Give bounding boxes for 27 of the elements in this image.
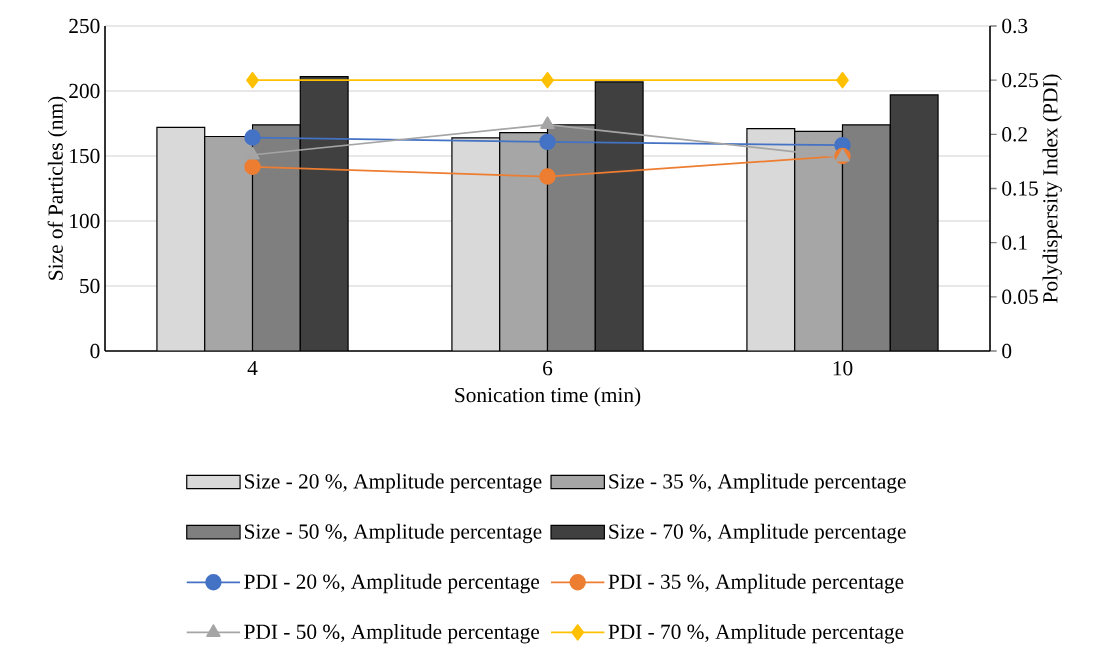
x-tick-label: 6 [543, 361, 553, 376]
legend-label: PDI - 50 %, Amplitude percentage [244, 623, 540, 644]
y2-tick-label: 0 [1002, 343, 1012, 359]
legend-label: Size - 70 %, Amplitude percentage [609, 523, 906, 544]
y-tick-label: 100 [70, 213, 100, 229]
y2-tick-label: 0.2 [1002, 127, 1027, 142]
y-tick-label: 250 [69, 18, 100, 34]
y2-tick-label: 0.05 [1002, 289, 1038, 305]
legend-label: Size - 20 %, Amplitude percentage [245, 473, 542, 493]
y-tick-label: 50 [80, 278, 100, 294]
legend-label: PDI - 70 %, Amplitude percentage [608, 623, 904, 644]
x-axis-title: Sonication time (min) [455, 387, 641, 407]
y-tick-label: 200 [69, 83, 100, 99]
y-axis-title: Size of Particles (nm) [47, 96, 68, 280]
y2-tick-label: 0.3 [1002, 18, 1028, 34]
legend-label: PDI - 35 %, Amplitude percentage [608, 573, 904, 594]
x-tick-label: 4 [247, 361, 258, 376]
y2-tick-label: 0.1 [1002, 235, 1027, 250]
legend-label: Size - 50 %, Amplitude percentage [245, 523, 542, 544]
y2-tick-label: 0.25 [1002, 72, 1038, 88]
legend-label: Size - 35 %, Amplitude percentage [609, 473, 906, 493]
y2-tick-label: 0.15 [1002, 181, 1038, 196]
y-tick-label: 0 [90, 343, 100, 359]
x-tick-label: 10 [833, 361, 853, 376]
y2-axis-title: Polydispersity Index (PDI) [1042, 74, 1062, 303]
legend-label: PDI - 20 %, Amplitude percentage [244, 573, 540, 594]
y-tick-label: 150 [70, 148, 100, 164]
